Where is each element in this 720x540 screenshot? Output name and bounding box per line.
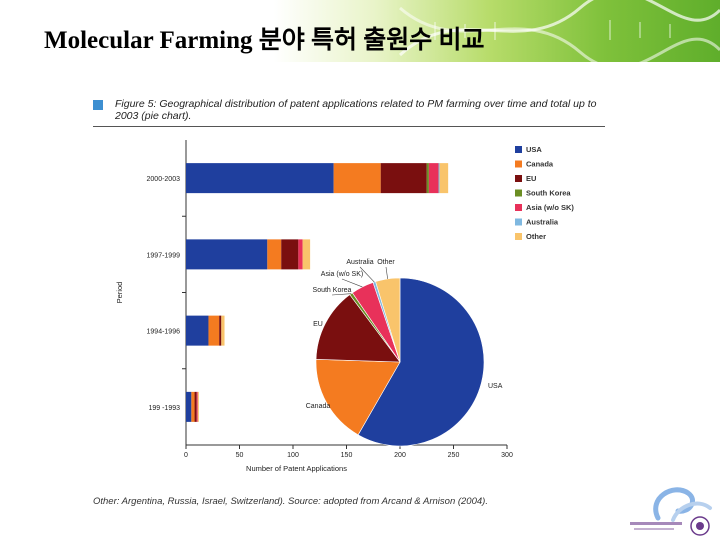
x-tick-label: 150 [341,452,353,459]
legend-swatch-canada [515,160,522,168]
y-tick-label: 1994-1996 [147,329,181,336]
pie-slice-eu [315,294,401,363]
legend-label-other: Other [526,232,546,241]
bar-asia-w-o-sk-2000-2003 [428,163,439,194]
figure-footnote: Other: Argentina, Russia, Israel, Switze… [93,496,488,507]
pie-slice-usa [357,277,485,447]
y-axis-title: Period [115,282,124,304]
bar-canada-199-1993 [191,391,195,422]
x-axis-title: Number of Patent Applications [246,464,347,473]
legend-swatch-other [515,233,522,240]
bar-asia-w-o-sk-199-1993 [196,391,198,422]
pie-label-other: Other [377,259,395,266]
x-tick-label: 50 [236,452,244,459]
bar-canada-2000-2003 [333,163,381,194]
slide-title: Molecular Farming 분야 특허 출원수 비교 [44,27,485,54]
legend-label-asia-w-o-sk: Asia (w/o SK) [526,203,574,212]
legend-label-usa: USA [526,145,542,154]
pie-leader-asia-w-o-sk [341,278,363,288]
pie-leader-south-korea [331,293,352,296]
bar-australia-2000-2003 [438,163,440,194]
bar-usa-1994-1996 [186,315,209,346]
bar-eu-1997-1999 [281,239,299,270]
figure-caption: Figure 5: Geographical distribution of p… [115,98,597,122]
bar-canada-1994-1996 [208,315,220,346]
legend-swatch-eu [515,175,522,182]
bar-other-199-1993 [197,391,199,422]
pie-label-canada: Canada [306,403,331,410]
pie-leader-australia [359,266,375,283]
legend-label-eu: EU [526,174,536,183]
legend-swatch-australia [515,218,522,226]
x-tick-label: 250 [448,452,460,459]
x-tick-label: 100 [287,452,299,459]
title-banner [0,0,720,62]
bar-other-2000-2003 [439,163,449,194]
x-tick-label: 200 [394,452,406,459]
bar-usa-199-1993 [186,391,192,422]
legend-label-australia: Australia [526,218,559,227]
bar-usa-1997-1999 [186,239,268,270]
bar-other-1997-1999 [302,239,311,270]
pie-leader-other [385,266,388,279]
pie-label-south-korea: South Korea [313,287,352,294]
pie-label-asia-w-o-sk: Asia (w/o SK) [321,271,363,278]
bar-asia-w-o-sk-1997-1999 [298,239,303,270]
bar-other-1994-1996 [221,315,225,346]
y-tick-label: 1997-1999 [147,252,181,259]
pie-label-eu: EU [313,321,323,328]
x-tick-label: 300 [501,452,513,459]
legend-label-canada: Canada [526,160,554,169]
x-tick-label: 0 [184,452,188,459]
bar-eu-1994-1996 [219,315,222,346]
legend-swatch-usa [515,146,522,153]
y-tick-label: 2000-2003 [147,176,181,183]
caption-divider [93,126,605,127]
bar-eu-199-1993 [194,391,197,422]
figure-marker [93,100,103,110]
pie-label-australia: Australia [346,259,373,266]
legend-label-south-korea: South Korea [526,189,571,198]
bar-usa-2000-2003 [186,163,334,194]
dna-helix-decoration [398,0,720,62]
bar-eu-2000-2003 [380,163,427,194]
y-tick-label: 199 -1993 [148,405,180,412]
legend-swatch-south-korea [515,189,522,197]
legend-swatch-asia-w-o-sk [515,204,522,211]
pie-label-usa: USA [488,383,503,390]
university-logo [630,487,712,536]
pie-slice-canada [315,359,401,436]
bar-south-korea-2000-2003 [426,163,429,194]
bar-canada-1997-1999 [267,239,282,270]
